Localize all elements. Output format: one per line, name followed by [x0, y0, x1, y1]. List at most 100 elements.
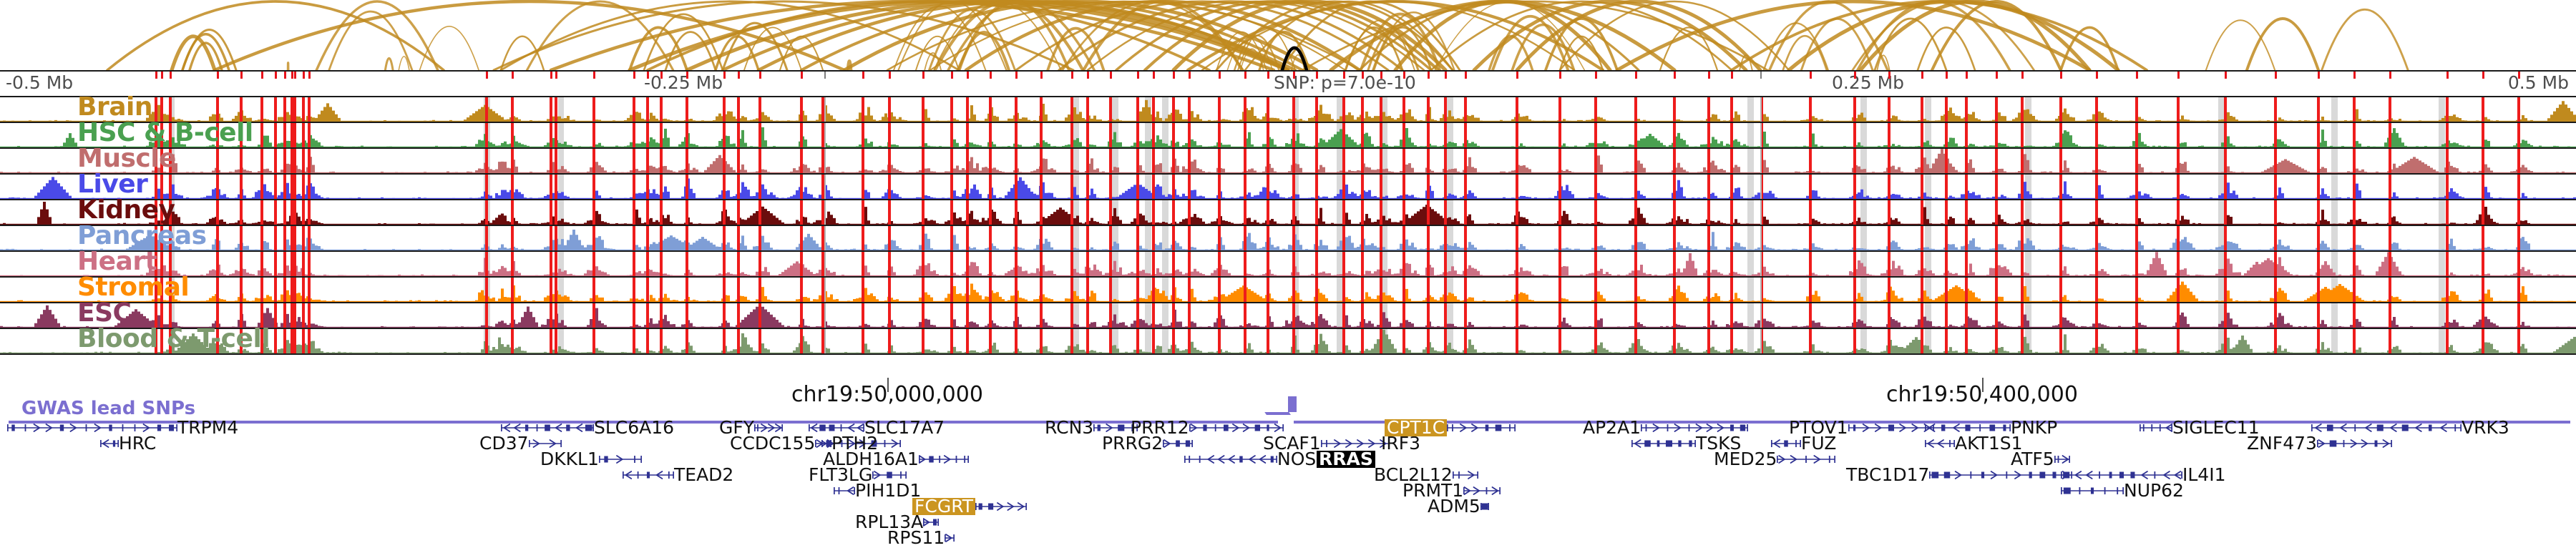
gene-cd37[interactable]: CD37 [479, 434, 562, 452]
snp-marker-line [1342, 97, 1345, 122]
gene-fcgrt[interactable]: FCGRT [912, 497, 1028, 515]
gene-siglec11[interactable]: SIGLEC11 [2140, 419, 2260, 436]
snp-marker-line [1267, 175, 1269, 199]
highlight-band [1337, 149, 1343, 173]
snp-marker-line [2517, 200, 2520, 225]
snp-marker-line [1995, 200, 1998, 225]
highlight-band [1925, 149, 1931, 173]
gene-med25[interactable]: MED25 [1714, 450, 1836, 468]
snp-marker-line [1070, 175, 1073, 199]
gene-gfy[interactable]: GFY [719, 419, 784, 436]
highlight-band [2439, 200, 2445, 225]
gene-nup62[interactable]: NUP62 [2061, 481, 2184, 499]
signal-track[interactable]: Stromal [0, 273, 2576, 303]
ruler-snp-tick [1137, 72, 1139, 79]
gene-adm5[interactable]: ADM5 [1428, 497, 1489, 515]
gene-pnkp[interactable]: PNKP [1925, 419, 2057, 436]
gene-ccdc155[interactable]: CCDC155 [730, 434, 902, 452]
gwas-lead-snps-track[interactable]: GWAS lead SNPs [0, 396, 2576, 426]
snp-marker-line [555, 303, 557, 328]
gene-prr12[interactable]: PRR12 [1131, 419, 1284, 436]
gwas-lead-snp-marker[interactable] [1288, 396, 1297, 412]
highlight-band [1337, 252, 1343, 276]
snp-marker-line [1070, 252, 1073, 276]
snp-marker-line [550, 175, 552, 199]
gene-slc6a16[interactable]: SLC6A16 [501, 419, 674, 436]
snp-marker-line [2446, 175, 2449, 199]
highlight-band [1381, 278, 1387, 302]
snp-marker-line [1070, 123, 1073, 147]
signal-track[interactable]: Blood & T-cell [0, 324, 2576, 355]
snp-marker-line [966, 149, 969, 173]
snp-marker-line [1809, 329, 1812, 353]
gene-pih1d1[interactable]: PIH1D1 [834, 481, 921, 499]
gene-slc17a7[interactable]: SLC17A7 [809, 419, 945, 436]
snp-marker-line [1673, 97, 1676, 122]
ruler-snp-tick [889, 72, 891, 79]
snp-marker-line [1267, 226, 1269, 250]
genomic-ruler[interactable]: -0.5 Mb -0.25 Mb 0.25 Mb 0.5 Mb SNP: p=7… [0, 70, 2576, 97]
gene-aldh16a1[interactable]: ALDH16A1 [823, 450, 969, 468]
gene-vrk3[interactable]: VRK3 [2311, 419, 2509, 436]
gene-dkkl1[interactable]: DKKL1 [540, 450, 642, 468]
snp-marker-line [1516, 200, 1518, 225]
signal-track[interactable]: HSC & B-cell [0, 118, 2576, 149]
gwas-baseline-right [1294, 421, 2570, 424]
snp-marker-line [1070, 149, 1073, 173]
highlight-band [2218, 175, 2225, 199]
gene-prrg2[interactable]: PRRG2 [1102, 434, 1194, 452]
snp-marker-line [1188, 329, 1191, 353]
gene-rras[interactable]: RRAS [1317, 450, 1380, 468]
snp-marker-line [1444, 123, 1447, 147]
snp-marker-line [1444, 175, 1447, 199]
snp-marker-line [1965, 149, 1968, 173]
snp-marker-line [1380, 303, 1382, 328]
highlight-band [1162, 226, 1169, 250]
signal-track[interactable]: Pancreas [0, 221, 2576, 252]
gene-rpl13a[interactable]: RPL13A [855, 513, 940, 531]
snp-marker-line [308, 252, 311, 276]
signal-track[interactable]: Heart [0, 247, 2576, 278]
signal-track[interactable]: ESC [0, 298, 2576, 329]
signal-track[interactable]: Kidney [0, 195, 2576, 226]
gene-rps11[interactable]: RPS11 [887, 529, 955, 547]
gene-pth2[interactable]: PTH2 [821, 434, 878, 452]
gene-hrc[interactable]: HRC [100, 434, 156, 452]
snp-marker-line [1634, 200, 1637, 225]
signal-track[interactable]: Liver [0, 170, 2576, 200]
gene-tead2[interactable]: TEAD2 [623, 466, 733, 484]
signal-track[interactable]: Brain [0, 92, 2576, 123]
gene-irf3[interactable]: IRF3 [1381, 434, 1425, 452]
gene-bcl2l12[interactable]: BCL2L12 [1374, 466, 1478, 484]
snp-marker-line [283, 278, 286, 302]
snp-marker-line [1809, 149, 1812, 173]
gene-rcn3[interactable]: RCN3 [1045, 419, 1138, 436]
gene-atf5[interactable]: ATF5 [2011, 450, 2070, 468]
snp-marker-line [308, 303, 311, 328]
gene-prmt1[interactable]: PRMT1 [1402, 481, 1501, 499]
signal-track[interactable]: Muscle [0, 144, 2576, 175]
gene-trpm4[interactable]: TRPM4 [7, 419, 238, 436]
gene-il4i1[interactable]: IL4I1 [2061, 466, 2226, 484]
gene-model [975, 498, 1028, 515]
snp-marker-line [293, 149, 296, 173]
highlight-band [1860, 303, 1867, 328]
gene-znf473[interactable]: ZNF473 [2247, 434, 2392, 452]
snp-marker-line [1634, 329, 1637, 353]
ruler-snp-tick [1708, 72, 1710, 79]
gene-akt1s1[interactable]: AKT1S1 [1925, 434, 2023, 452]
gene-tbc1d17[interactable]: TBC1D17 [1846, 466, 2073, 484]
gene-flt3lg[interactable]: FLT3LG [809, 466, 907, 484]
gene-cpt1c[interactable]: CPT1C [1385, 419, 1516, 436]
snp-marker-line [2274, 303, 2277, 328]
gene-ptov1[interactable]: PTOV1 [1789, 419, 1934, 436]
gene-ap2a1[interactable]: AP2A1 [1583, 419, 1749, 436]
gene-fuz[interactable]: FUZ [1771, 434, 1836, 452]
snp-marker-line [922, 97, 924, 122]
gene-scaf1[interactable]: SCAF1 [1263, 434, 1390, 452]
gene-tsks[interactable]: TSKS [1631, 434, 1741, 452]
snp-marker-line [216, 303, 219, 328]
snp-marker-line [216, 149, 219, 173]
snp-marker-line [646, 97, 649, 122]
snp-marker-line [1427, 175, 1430, 199]
